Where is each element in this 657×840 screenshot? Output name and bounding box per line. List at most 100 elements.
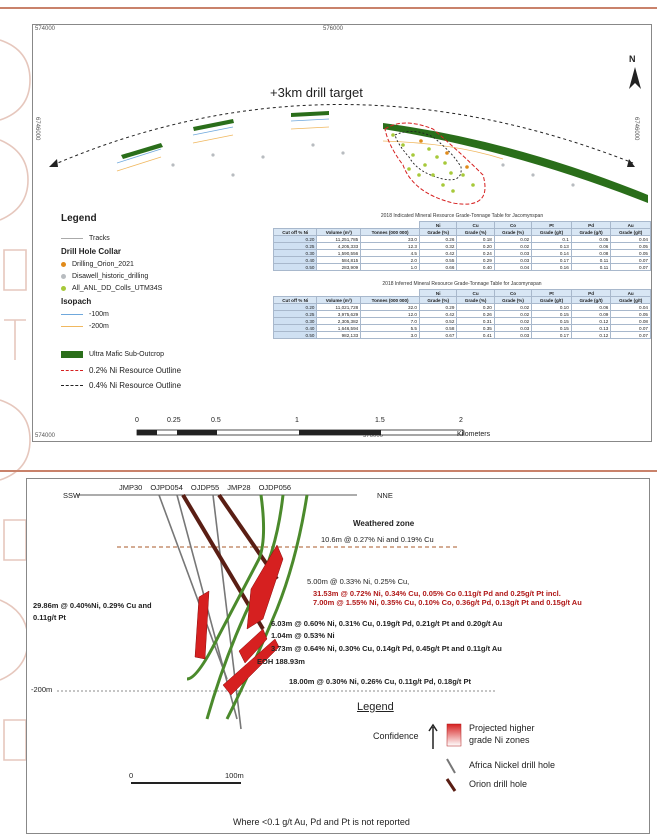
legend-isopach-heading: Isopach: [61, 297, 92, 306]
table-cell: 5.5: [360, 324, 420, 332]
table-row: 0.20 11,251,785 33.0 0.26 0.18 0.02 0.1 0.05 0.0…: [272, 235, 651, 243]
column-header: Grade (g/t): [531, 228, 572, 236]
depth-label: -200m: [31, 685, 53, 694]
legend-isopach-100: -100m: [61, 311, 109, 318]
section-scale-zero: 0: [129, 771, 134, 780]
indicated-table: Ni Cu Co Pt Pd Au Cut off % Ni Volume (m…: [272, 221, 651, 271]
table-cell: 1.0: [360, 263, 420, 271]
legend-collar-orion-label: Drilling_Orion_2021: [72, 261, 134, 268]
table-cell: 33.0: [360, 235, 420, 243]
indicated-table-body: 0.20 11,251,785 33.0 0.26 0.18 0.02 0.1 0.05 0.0…: [272, 235, 651, 271]
table-cell: 0.50: [272, 331, 318, 339]
orion-dot-icon: [61, 262, 66, 267]
legend-outline-02: 0.2% Ni Resource Outline: [61, 366, 181, 375]
table-cell: 11,021,728: [316, 303, 362, 311]
tracks-swatch: [61, 238, 83, 239]
table-cell: 0.13: [570, 324, 612, 332]
table-cell: 0.29: [418, 303, 458, 311]
legend-outline-02-label: 0.2% Ni Resource Outline: [89, 366, 182, 375]
legend-collar-historic-label: Disawell_historic_drilling: [72, 273, 149, 280]
table-cell: 2.0: [360, 256, 420, 264]
metal-header: Pd: [570, 221, 612, 229]
table-cell: 2,305,382: [316, 317, 362, 325]
table-cell: 3,975,629: [316, 310, 362, 318]
indicated-table-caption: 2018 Indicated Mineral Resource Grade-To…: [380, 213, 544, 219]
grid-label-top-left: 574000: [35, 26, 56, 32]
table-cell: 0.29: [456, 256, 495, 264]
column-header: Grade (%): [456, 296, 495, 304]
hole-label: OJDP056: [258, 483, 292, 492]
table-cell: 0.20: [272, 303, 318, 311]
column-header: Grade (g/t): [610, 296, 651, 304]
column-header: Grade (g/t): [570, 296, 612, 304]
collar-dots-orion: [419, 139, 469, 169]
table-cell: 0.40: [456, 263, 495, 271]
table-cell: 0.08: [610, 317, 651, 325]
table-row: 0.50 982,133 3.0 0.67 0.41 0.03 0.17 0.12 0.07: [272, 331, 651, 339]
resource-tables: 2018 Indicated Mineral Resource Grade-To…: [272, 211, 651, 339]
inferred-metal-row: Ni Cu Co Pt Pd Au: [273, 289, 651, 297]
table-cell: 0.11: [570, 256, 612, 264]
table-cell: 0.05: [570, 235, 612, 243]
scalebar-graphic: [136, 429, 464, 436]
hole-labels: JMP30 OJPD054 OJDP55 JMP28 OJDP056: [119, 483, 291, 492]
ssw-label: SSW: [63, 491, 81, 500]
map-drawing: [49, 104, 648, 205]
metal-header: Cu: [456, 221, 495, 229]
table-row: 0.50 283,909 1.0 0.66 0.40 0.04 0.16 0.11 0.07: [272, 263, 651, 271]
table-row: 0.25 3,975,629 12.0 0.42 0.26 0.02 0.15 0.09 0.0…: [272, 310, 651, 318]
table-cell: 0.13: [531, 242, 572, 250]
scale-tick: 0: [135, 417, 139, 424]
table-cell: 0.40: [272, 324, 318, 332]
grid-label-bottom-mid: 576000: [363, 433, 384, 439]
hole-label: OJPD054: [150, 483, 183, 492]
column-header: Grade (%): [418, 228, 458, 236]
orion-label: Orion drill hole: [469, 779, 528, 789]
column-header: Grade (%): [418, 296, 458, 304]
metal-header: Pd: [570, 289, 612, 297]
table-cell: 0.67: [418, 331, 458, 339]
column-header: Tonnes (000 000): [360, 228, 420, 236]
arrow-left-icon: [49, 159, 58, 167]
outcrop-strips: [121, 111, 648, 203]
table-cell: 0.26: [418, 235, 458, 243]
table-cell: 0.02: [493, 317, 533, 325]
grid-label-right: 6746000: [633, 117, 639, 141]
intercept-1: 10.6m @ 0.27% Ni and 0.19% Cu: [321, 535, 434, 544]
table-cell: 0.15: [531, 310, 572, 318]
hole-label: OJDP55: [190, 483, 220, 492]
column-header: Grade (%): [456, 228, 495, 236]
table-cell: 0.15: [531, 324, 572, 332]
table-row: 0.40 1,646,594 5.5 0.58 0.35 0.03 0.15 0.13 0.07: [272, 324, 651, 332]
table-cell: 0.35: [456, 324, 495, 332]
table-cell: 0.20: [272, 235, 318, 243]
map-legend: Legend Tracks Drill Hole Collar Drilling…: [55, 213, 275, 441]
table-row: 0.25 4,205,333 12.3 0.32 0.20 0.02 0.13 0.06 0.0…: [272, 242, 651, 250]
table-cell: 0.30: [272, 249, 318, 257]
table-cell: 0.04: [610, 303, 651, 311]
inferred-header-row: Cut off % Ni Volume (m³) Tonnes (000 000…: [272, 296, 651, 304]
table-cell: 0.55: [418, 256, 458, 264]
weathered-zone-label: Weathered zone: [353, 519, 415, 528]
map-scalebar: 0 0.25 0.5 1 1.5 2 Kilometers: [131, 417, 490, 441]
scale-tick: 0.5: [211, 417, 221, 424]
column-header: Grade (%): [493, 296, 533, 304]
metal-header: Co: [493, 221, 533, 229]
legend-outline-04: 0.4% Ni Resource Outline: [61, 381, 181, 390]
africa-label: Africa Nickel drill hole: [469, 760, 556, 770]
table-cell: 0.09: [570, 310, 612, 318]
table-cell: 0.16: [531, 263, 572, 271]
nne-label: NNE: [377, 491, 393, 500]
table-cell: 0.08: [570, 249, 612, 257]
legend-tracks: Tracks: [61, 235, 110, 242]
resource-outline-04: [394, 131, 462, 181]
intercept-3: 31.53m @ 0.72% Ni, 0.34% Cu, 0.05% Co 0.…: [313, 589, 561, 598]
metal-header: Au: [610, 221, 651, 229]
isopach-200-swatch: [61, 326, 83, 327]
legend-isopach-200: -200m: [61, 323, 109, 330]
table-cell: 0.42: [418, 310, 458, 318]
table-cell: 0.11: [570, 263, 612, 271]
grid-label-top-mid: 576000: [323, 26, 344, 32]
table-cell: 0.02: [493, 235, 533, 243]
outline-02-swatch: [61, 370, 83, 371]
